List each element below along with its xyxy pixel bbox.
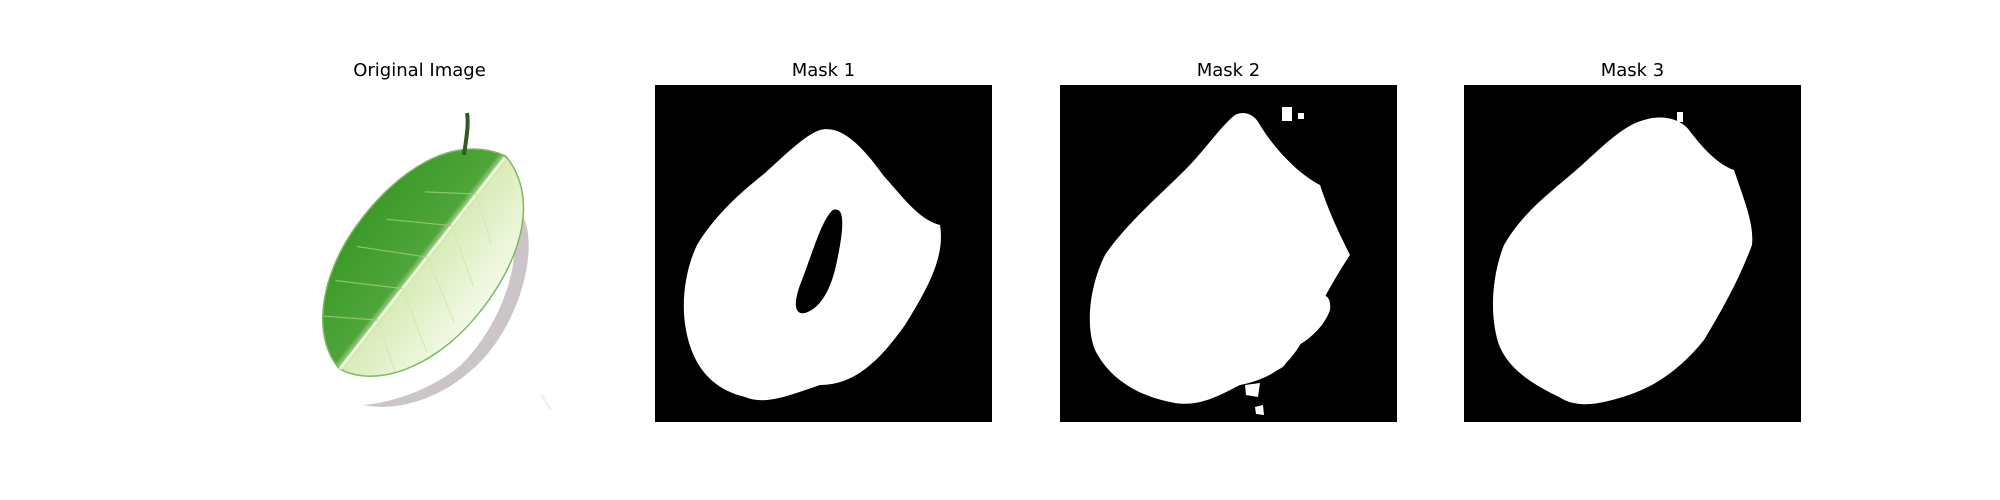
panel-title: Mask 3 xyxy=(1600,60,1665,81)
panel-mask-1: Mask 1 xyxy=(655,57,992,422)
leaf-photo xyxy=(251,85,588,422)
panel-title: Original Image xyxy=(353,60,486,81)
panel-mask-2: Mask 2 xyxy=(1060,57,1397,422)
mask-1-image xyxy=(655,85,992,422)
mask-3-image xyxy=(1464,85,1801,422)
panel-title: Mask 2 xyxy=(1196,60,1261,81)
panel-mask-3: Mask 3 xyxy=(1464,57,1801,422)
panel-original-image: Original Image xyxy=(251,57,588,422)
mask-2-image xyxy=(1060,85,1397,422)
panel-title: Mask 1 xyxy=(791,60,856,81)
